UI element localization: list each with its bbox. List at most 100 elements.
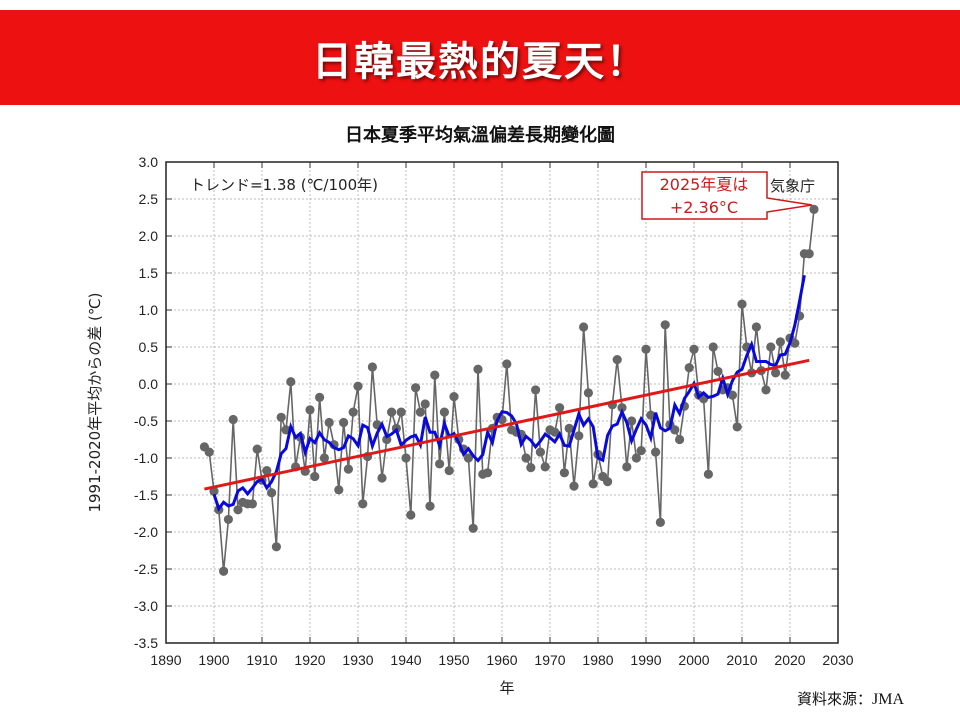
x-tick-label: 1930 bbox=[342, 652, 373, 668]
y-tick-label: 0.5 bbox=[139, 339, 159, 355]
x-tick-label: 2020 bbox=[774, 652, 805, 668]
annual-data-point bbox=[233, 505, 243, 515]
annual-data-point bbox=[775, 337, 786, 347]
annual-data-point bbox=[564, 423, 574, 433]
annual-data-point bbox=[271, 542, 281, 552]
annual-data-point bbox=[713, 366, 723, 377]
annual-data-point bbox=[348, 407, 358, 417]
annual-data-point bbox=[463, 453, 473, 463]
chart-title: 日本夏季平均氣溫偏差長期變化圖 bbox=[345, 125, 615, 146]
annual-data-point bbox=[473, 364, 483, 374]
annual-data-point bbox=[579, 322, 589, 332]
annual-data-point bbox=[367, 362, 377, 372]
y-tick-label: 1.0 bbox=[139, 302, 159, 318]
source-org: JMA bbox=[871, 691, 904, 708]
annual-data-point bbox=[334, 485, 344, 495]
annual-data-point bbox=[435, 459, 445, 469]
annual-data-point bbox=[771, 368, 781, 378]
y-tick-label: 1.5 bbox=[139, 265, 159, 281]
annual-data-point bbox=[603, 477, 613, 487]
annual-data-point bbox=[636, 446, 646, 456]
callout-line2: +2.36°C bbox=[670, 198, 738, 217]
y-tick-label: 0.0 bbox=[139, 376, 159, 392]
x-tick-label: 2010 bbox=[726, 652, 757, 668]
annual-data-point bbox=[425, 501, 435, 511]
annual-data-point bbox=[449, 391, 459, 402]
x-tick-label: 1900 bbox=[198, 652, 229, 668]
moving-average-line bbox=[212, 274, 806, 512]
annual-data-point bbox=[439, 407, 449, 417]
annual-data-point bbox=[766, 342, 776, 352]
annual-series-line bbox=[203, 209, 815, 572]
annual-data-point bbox=[675, 434, 685, 445]
x-tick-label: 1950 bbox=[438, 652, 469, 668]
y-tick-label: 2.0 bbox=[139, 228, 159, 244]
annual-data-point bbox=[761, 385, 771, 395]
annual-data-point bbox=[622, 462, 632, 472]
x-axis-label: 年 bbox=[499, 679, 514, 697]
annual-data-point bbox=[315, 392, 325, 402]
annual-data-point bbox=[804, 249, 814, 259]
annual-data-point bbox=[641, 344, 651, 354]
x-tick-label: 1920 bbox=[294, 652, 325, 668]
annual-data-point bbox=[382, 434, 392, 445]
annual-data-point bbox=[531, 385, 541, 395]
annual-data-point bbox=[660, 320, 670, 330]
annual-data-point bbox=[415, 407, 425, 417]
annual-data-point bbox=[411, 383, 421, 393]
annual-data-point bbox=[708, 342, 718, 352]
annual-data-point bbox=[646, 410, 656, 420]
annual-data-point bbox=[569, 481, 579, 491]
y-tick-label: -1.5 bbox=[134, 487, 158, 503]
x-tick-label: 2030 bbox=[822, 652, 853, 668]
annual-data-point bbox=[559, 468, 570, 478]
annual-data-point bbox=[468, 523, 478, 533]
x-tick-label: 1970 bbox=[534, 652, 565, 668]
annual-data-point bbox=[540, 462, 550, 472]
annual-data-point bbox=[310, 471, 320, 482]
source-note: 資料來源：JMA bbox=[797, 688, 904, 709]
annual-data-point bbox=[732, 422, 742, 432]
annual-data-point bbox=[343, 464, 353, 474]
annual-data-point bbox=[223, 514, 233, 525]
annual-data-point bbox=[483, 468, 493, 478]
annual-data-point bbox=[655, 517, 666, 527]
annual-data-point bbox=[612, 354, 622, 365]
x-tick-label: 1890 bbox=[150, 652, 181, 668]
annual-data-point bbox=[286, 377, 296, 387]
y-tick-label: -3.5 bbox=[134, 635, 158, 651]
y-tick-label: -1.0 bbox=[134, 450, 158, 466]
annual-data-point bbox=[737, 299, 747, 309]
trend-line bbox=[204, 358, 810, 491]
annual-data-point bbox=[684, 363, 694, 373]
annual-data-point bbox=[727, 390, 738, 400]
annual-data-point bbox=[305, 405, 315, 415]
annual-data-point bbox=[670, 425, 680, 435]
annual-data-point bbox=[555, 403, 565, 413]
annual-data-point bbox=[353, 381, 363, 391]
y-tick-label: -0.5 bbox=[134, 413, 158, 429]
source-label: 資料來源： bbox=[796, 690, 872, 708]
annual-data-point bbox=[339, 417, 349, 428]
annual-data-point bbox=[627, 416, 637, 426]
annual-data-point bbox=[617, 403, 627, 413]
callout-box bbox=[641, 171, 813, 220]
trend-annotation: トレンド=1.38 (℃/100年) bbox=[190, 176, 378, 194]
y-tick-label: -2.0 bbox=[134, 524, 158, 540]
annual-data-point bbox=[406, 510, 416, 520]
title-banner: 日韓最熱的夏天！ bbox=[0, 10, 960, 105]
annual-data-point bbox=[247, 499, 257, 509]
jma-credit: 気象庁 bbox=[770, 177, 815, 195]
annual-data-point bbox=[319, 453, 329, 463]
plot-frame bbox=[165, 161, 839, 644]
annual-data-point bbox=[502, 359, 512, 369]
annual-data-point bbox=[276, 412, 286, 422]
annual-data-point bbox=[252, 444, 262, 454]
annual-data-point bbox=[526, 463, 536, 473]
annual-data-point bbox=[444, 465, 454, 476]
y-axis-label: 1991-2020年平均からの差 (℃) bbox=[86, 292, 104, 512]
x-tick-label: 1990 bbox=[630, 652, 661, 668]
annual-data-point bbox=[535, 447, 546, 457]
x-tick-label: 2000 bbox=[678, 652, 709, 668]
